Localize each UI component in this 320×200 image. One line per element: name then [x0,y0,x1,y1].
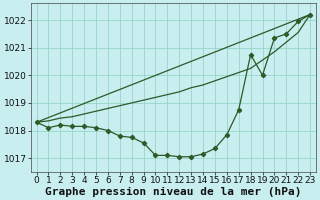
X-axis label: Graphe pression niveau de la mer (hPa): Graphe pression niveau de la mer (hPa) [45,186,301,197]
